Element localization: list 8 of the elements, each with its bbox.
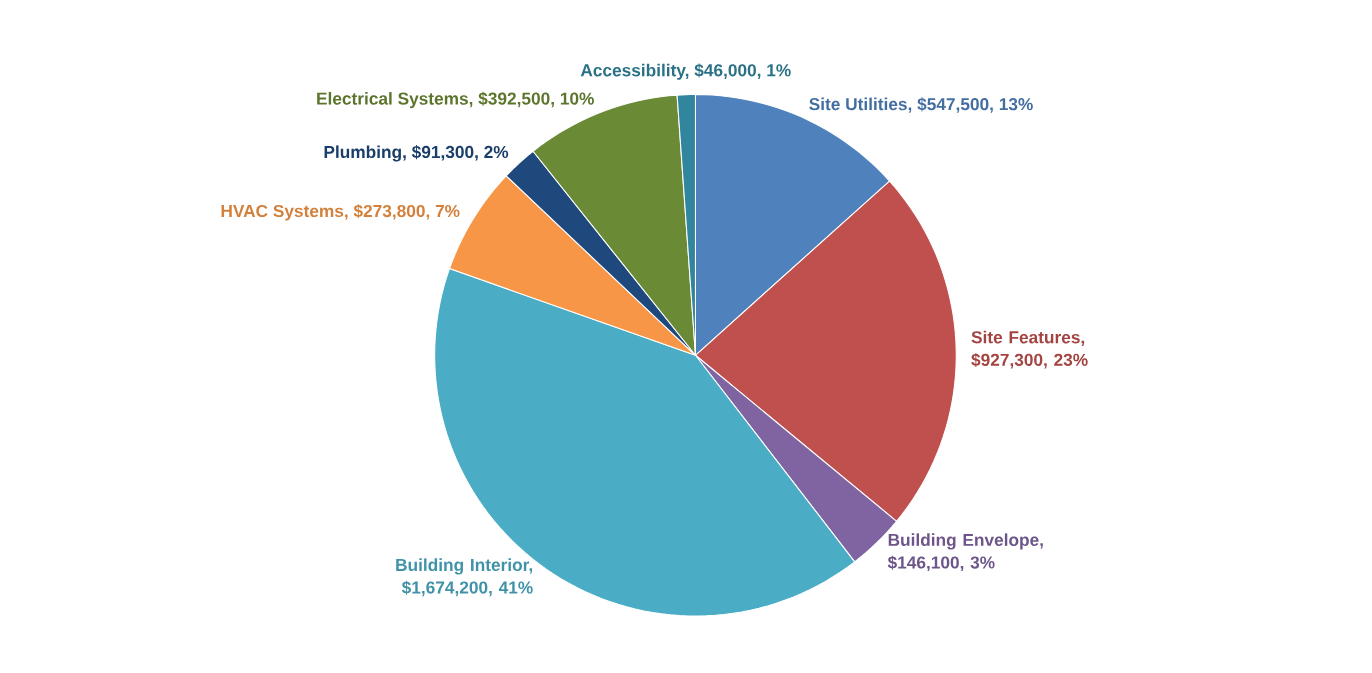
- slice-label: Plumbing, $91,300, 2%: [324, 145, 509, 162]
- slice-label: Site Utilities, $547,500, 13%: [809, 97, 1033, 113]
- slice-label: Accessibility, $46,000, 1%: [580, 63, 791, 80]
- slice-label: HVAC Systems, $273,800, 7%: [221, 204, 460, 221]
- slice-label: Building Envelope, $146,100, 3%: [887, 533, 1043, 572]
- slice-label: Site Features, $927,300, 23%: [971, 330, 1088, 369]
- slice-label: Electrical Systems, $392,500, 10%: [317, 91, 594, 109]
- slice-label: Building Interior, $1,674,200, 41%: [396, 558, 533, 597]
